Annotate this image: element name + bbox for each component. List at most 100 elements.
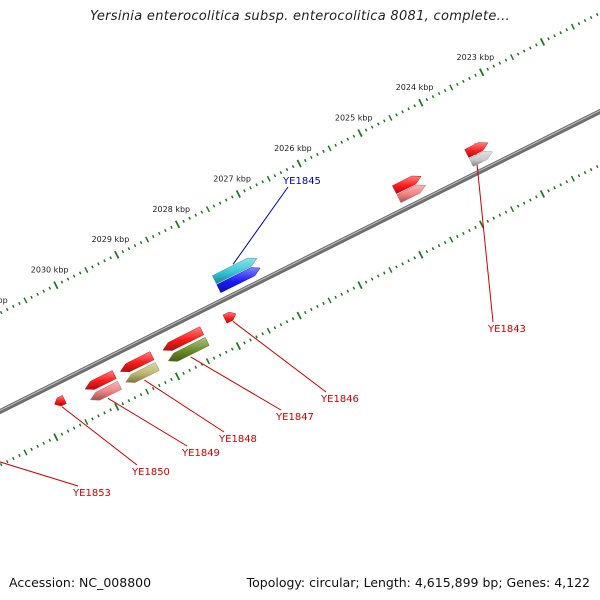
ruler-minor-tick <box>388 114 393 121</box>
ruler-minor-tick <box>577 174 581 178</box>
ruler-minor-tick <box>310 155 313 160</box>
gene-label[interactable]: YE1845 <box>282 176 321 187</box>
ruler-minor-tick <box>18 453 21 458</box>
ruler-minor-tick <box>60 280 64 284</box>
label-leader <box>144 379 225 433</box>
ruler-minor-tick <box>316 304 319 309</box>
ruler-minor-tick <box>327 145 332 152</box>
gene-label[interactable]: YE1850 <box>131 467 170 478</box>
ruler-minor-tick <box>529 46 532 50</box>
ruler-major-tick <box>539 189 546 198</box>
gene-arrow[interactable] <box>392 175 422 195</box>
ruler-minor-tick <box>194 213 198 217</box>
gene-arrow[interactable] <box>119 351 155 373</box>
ruler-minor-tick <box>364 280 368 284</box>
ruler-minor-tick <box>212 204 216 208</box>
ruler-minor-tick <box>352 134 356 138</box>
ruler-minor-tick <box>224 198 228 202</box>
gene-arrow[interactable] <box>125 362 160 383</box>
gene-arrow[interactable] <box>162 326 205 351</box>
gene-label[interactable]: YE1847 <box>275 412 314 423</box>
ruler-minor-tick <box>401 262 404 266</box>
label-leader <box>0 461 79 487</box>
ruler-minor-tick <box>164 380 167 385</box>
gene-arrow[interactable] <box>84 370 117 390</box>
label-leader <box>474 143 494 323</box>
ruler-minor-tick <box>23 297 28 304</box>
ruler-minor-tick <box>218 201 222 205</box>
ruler-minor-tick <box>36 444 39 448</box>
accession-text: Accession: NC_008800 <box>9 575 152 590</box>
ruler-minor-tick <box>407 259 410 263</box>
ruler-minor-tick <box>30 447 33 451</box>
ruler-minor-tick <box>559 31 563 35</box>
ruler-minor-tick <box>5 459 9 464</box>
gene-labels: YE1843 YE1845 YE1846 YE1847 YE1848 YE1849 YE18… <box>72 176 526 499</box>
gene-arrow[interactable] <box>54 395 67 407</box>
gene-label[interactable]: YE1846 <box>320 394 359 405</box>
ruler-minor-tick <box>151 386 155 391</box>
ruler-minor-tick <box>462 79 465 84</box>
ruler-minor-tick <box>376 122 380 126</box>
ruler-minor-tick <box>230 347 234 351</box>
ruler-minor-tick <box>340 140 344 144</box>
ruler-minor-tick <box>127 247 131 251</box>
ruler-minor-tick <box>553 34 556 38</box>
ruler-minor-tick <box>230 195 234 199</box>
ruler-minor-tick <box>364 128 368 132</box>
ruler-minor-tick <box>109 256 112 260</box>
ruler-minor-tick <box>425 98 429 102</box>
gene-features[interactable] <box>0 142 493 458</box>
ruler-minor-tick <box>5 307 9 312</box>
ruler-minor-tick <box>188 216 192 220</box>
ruler-minor-tick <box>565 28 569 32</box>
ruler-minor-tick <box>164 228 167 233</box>
ruler-minor-tick <box>273 326 277 330</box>
gene-arrow[interactable] <box>167 337 210 362</box>
ruler-minor-tick <box>570 175 575 182</box>
ruler-minor-tick <box>91 417 94 421</box>
ruler-major-tick <box>53 433 59 442</box>
label-leader <box>232 320 327 393</box>
ruler-minor-tick <box>243 341 246 345</box>
gene-label[interactable]: YE1843 <box>487 324 526 335</box>
ruler-major-tick <box>296 159 302 168</box>
ruler-minor-tick <box>437 91 441 96</box>
ruler-minor-tick <box>553 186 556 190</box>
gene-label[interactable]: YE1848 <box>218 434 257 445</box>
label-leader <box>107 397 188 447</box>
ruler-label: 2026 kbp <box>274 144 312 153</box>
gene-label[interactable]: YE1849 <box>181 448 220 459</box>
ruler-minor-tick <box>583 19 587 23</box>
ruler-minor-tick <box>401 110 404 114</box>
ruler-minor-tick <box>139 393 143 397</box>
ruler-minor-tick <box>205 206 210 213</box>
ruler-minor-tick <box>97 262 100 266</box>
gene-arrow[interactable] <box>89 380 122 401</box>
map-title: Yersinia enterocolitica subsp. enterocol… <box>90 9 510 24</box>
gene-label[interactable]: YE1853 <box>72 488 111 499</box>
gene-arrow[interactable] <box>216 267 261 294</box>
gene-arrow[interactable] <box>464 142 489 158</box>
gene-arrow[interactable] <box>211 257 258 285</box>
ruler-minor-tick <box>425 250 429 254</box>
ruler-minor-tick <box>346 289 350 293</box>
ruler-minor-tick <box>48 438 52 442</box>
ruler-minor-tick <box>36 292 39 296</box>
gene-arrow[interactable] <box>468 151 493 167</box>
ruler-label: 2027 kbp <box>213 174 251 183</box>
ruler-minor-tick <box>78 423 82 427</box>
gene-arrow[interactable] <box>222 311 237 324</box>
gene-arrow[interactable] <box>396 184 427 204</box>
ruler-minor-tick <box>437 244 441 248</box>
topology-text: Topology: circular; Length: 4,615,899 bp… <box>246 575 590 590</box>
ruler-minor-tick <box>443 241 447 245</box>
ruler-minor-tick <box>383 271 386 275</box>
ruler-minor-tick <box>66 429 70 433</box>
ruler-minor-tick <box>133 244 137 248</box>
ruler-major-tick <box>479 68 485 77</box>
ruler-minor-tick <box>60 432 64 436</box>
ruler-minor-tick <box>243 189 246 193</box>
ruler-label: 2025 kbp <box>335 114 373 123</box>
